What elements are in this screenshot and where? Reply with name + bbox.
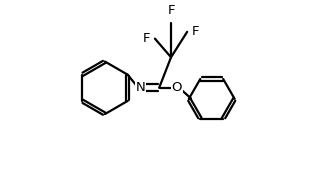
Text: F: F [167,4,175,17]
Text: N: N [136,81,145,94]
Text: F: F [143,32,151,45]
Text: O: O [172,81,182,94]
Text: F: F [191,25,199,38]
